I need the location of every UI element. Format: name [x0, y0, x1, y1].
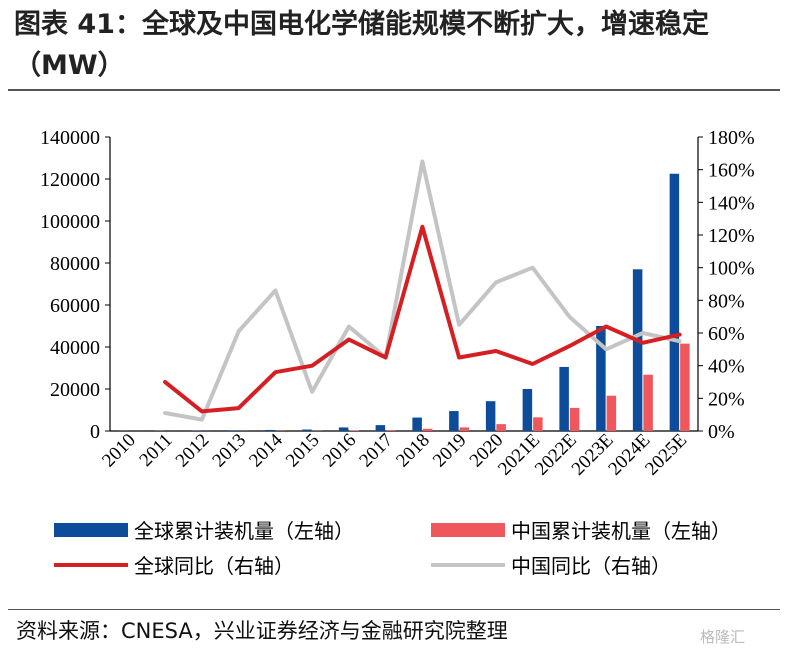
- bar-china-cumulative: [533, 417, 543, 431]
- x-axis-tick-label: 2011: [135, 430, 176, 471]
- x-axis-tick-label: 2019: [429, 430, 471, 472]
- right-axis-tick-label: 60%: [708, 323, 745, 345]
- bar-global-cumulative: [302, 429, 312, 431]
- legend-global-cumulative-swatch: [54, 523, 128, 537]
- bar-global-cumulative: [596, 326, 606, 431]
- bar-global-cumulative: [559, 366, 569, 431]
- legend-china-yoy-label: 中国同比（右轴）: [511, 555, 671, 578]
- chart-title: 图表 41：全球及中国电化学储能规模不断扩大，增速稳定（MW）: [14, 9, 709, 81]
- x-axis-tick-label: 2012: [172, 430, 214, 472]
- source-rule: [8, 609, 780, 610]
- right-axis-tick-label: 0%: [708, 421, 735, 443]
- bar-global-cumulative: [449, 411, 459, 431]
- bar-china-cumulative: [422, 428, 433, 431]
- right-axis-tick-label: 140%: [708, 192, 755, 214]
- x-axis-tick-label: 2017: [355, 430, 397, 472]
- x-axis-tick-label: 2010: [98, 430, 140, 472]
- title-rule: [8, 89, 780, 91]
- right-axis-tick-label: 20%: [708, 388, 745, 410]
- x-axis-tick-label: 2024E: [604, 430, 654, 480]
- line-global-yoy: [163, 224, 682, 414]
- right-axis-tick-label: 80%: [708, 290, 745, 312]
- bar-global-cumulative: [632, 269, 643, 431]
- x-axis-tick-label: 2016: [319, 430, 361, 472]
- bar-global-cumulative: [265, 429, 275, 431]
- bar-global-cumulative: [522, 389, 533, 431]
- x-axis-tick-label: 2023E: [568, 430, 618, 480]
- line-china-yoy: [163, 159, 682, 422]
- legend-global-cumulative-label: 全球累计装机量（左轴）: [134, 520, 354, 543]
- bar-global-cumulative: [375, 425, 386, 431]
- left-axis-tick-label: 0: [90, 421, 100, 443]
- left-axis-tick-label: 20000: [50, 379, 100, 401]
- right-axis-tick-label: 40%: [708, 356, 745, 378]
- bar-global-cumulative: [412, 417, 422, 431]
- right-axis-tick-label: 180%: [708, 127, 755, 149]
- legend-global-yoy-label: 全球同比（右轴）: [134, 555, 294, 578]
- x-axis-tick-label: 2025E: [641, 430, 691, 480]
- bar-china-cumulative: [349, 430, 359, 431]
- bar-china-cumulative: [386, 430, 396, 431]
- legend-china-cumulative-label: 中国累计装机量（左轴）: [511, 520, 731, 543]
- x-axis-tick-label: 2022E: [531, 430, 581, 480]
- left-axis-tick-label: 80000: [50, 253, 100, 275]
- x-axis-tick-label: 2013: [208, 430, 250, 472]
- bar-china-cumulative: [606, 395, 617, 431]
- right-axis-tick-label: 160%: [708, 160, 755, 182]
- legend-china-cumulative-swatch: [431, 523, 505, 537]
- left-axis-tick-label: 100000: [40, 211, 100, 233]
- x-axis-tick-label: 2015: [282, 430, 324, 472]
- bar-global-cumulative: [485, 401, 496, 431]
- right-axis-tick-label: 120%: [708, 225, 755, 247]
- bar-china-cumulative: [496, 424, 506, 431]
- x-axis-tick-label: 2018: [392, 430, 434, 472]
- bar-china-cumulative: [459, 427, 470, 431]
- x-axis-tick-label: 2021E: [494, 430, 544, 480]
- watermark-logo: 格隆汇: [700, 628, 746, 646]
- bar-global-cumulative: [669, 173, 680, 431]
- bar-china-cumulative: [680, 343, 690, 431]
- left-axis-tick-label: 40000: [50, 337, 100, 359]
- right-axis-tick-label: 100%: [708, 258, 755, 280]
- left-axis-tick-label: 120000: [40, 169, 100, 191]
- bar-global-cumulative: [338, 427, 349, 431]
- left-axis-tick-label: 140000: [40, 127, 100, 149]
- x-axis-tick-label: 2014: [245, 429, 287, 471]
- bar-china-cumulative: [643, 374, 653, 431]
- source-note: 资料来源：CNESA，兴业证券经济与金融研究院整理: [16, 619, 508, 643]
- bar-global-cumulative: [228, 430, 239, 431]
- bar-china-cumulative: [569, 407, 580, 431]
- left-axis-tick-label: 60000: [50, 295, 100, 317]
